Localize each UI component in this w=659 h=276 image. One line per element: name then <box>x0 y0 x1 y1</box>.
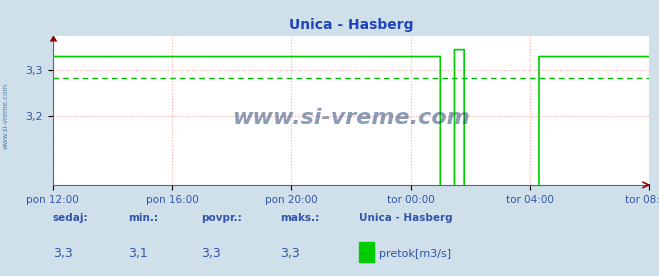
Text: 3,3: 3,3 <box>280 247 300 260</box>
Text: maks.:: maks.: <box>280 213 320 223</box>
Text: sedaj:: sedaj: <box>53 213 88 223</box>
Text: 3,3: 3,3 <box>53 247 72 260</box>
Text: min.:: min.: <box>129 213 159 223</box>
Text: Unica - Hasberg: Unica - Hasberg <box>359 213 453 223</box>
Text: povpr.:: povpr.: <box>201 213 242 223</box>
Title: Unica - Hasberg: Unica - Hasberg <box>289 18 413 32</box>
Text: www.si-vreme.com: www.si-vreme.com <box>232 108 470 128</box>
Text: 3,3: 3,3 <box>201 247 221 260</box>
Text: www.si-vreme.com: www.si-vreme.com <box>2 83 9 149</box>
Text: 3,1: 3,1 <box>129 247 148 260</box>
Text: pretok[m3/s]: pretok[m3/s] <box>379 249 451 259</box>
